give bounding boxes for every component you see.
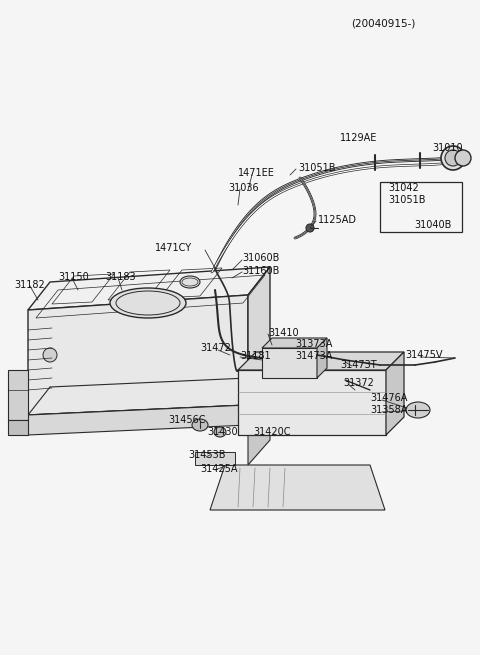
Polygon shape <box>210 465 385 510</box>
Text: 31425A: 31425A <box>200 464 238 474</box>
Polygon shape <box>248 267 270 405</box>
Ellipse shape <box>445 150 461 166</box>
Text: 1129AE: 1129AE <box>340 133 377 143</box>
Ellipse shape <box>192 419 208 431</box>
Polygon shape <box>28 267 270 310</box>
Text: 31042: 31042 <box>388 183 419 193</box>
Polygon shape <box>8 420 28 435</box>
Polygon shape <box>248 377 270 425</box>
Text: 31182: 31182 <box>14 280 45 290</box>
Text: 31160B: 31160B <box>242 266 279 276</box>
Text: 31010: 31010 <box>432 143 463 153</box>
Text: 31453B: 31453B <box>188 450 226 460</box>
Polygon shape <box>386 352 404 435</box>
Text: 31040B: 31040B <box>414 220 451 230</box>
Ellipse shape <box>180 276 200 288</box>
Ellipse shape <box>306 224 314 232</box>
Text: 31410: 31410 <box>268 328 299 338</box>
Polygon shape <box>317 338 327 378</box>
Text: 1471CY: 1471CY <box>155 243 192 253</box>
Text: 31358A: 31358A <box>370 405 408 415</box>
Polygon shape <box>238 370 386 435</box>
Polygon shape <box>248 377 270 465</box>
Text: 31181: 31181 <box>240 351 271 361</box>
Text: 31473A: 31473A <box>295 351 332 361</box>
Ellipse shape <box>441 146 465 170</box>
Text: 31475V: 31475V <box>405 350 443 360</box>
Text: 31472: 31472 <box>200 343 231 353</box>
Text: 31476A: 31476A <box>370 393 408 403</box>
Ellipse shape <box>43 348 57 362</box>
Ellipse shape <box>455 150 471 166</box>
Polygon shape <box>195 452 235 465</box>
Ellipse shape <box>406 402 430 418</box>
Ellipse shape <box>214 427 226 437</box>
Text: 31036: 31036 <box>228 183 259 193</box>
Ellipse shape <box>110 288 186 318</box>
Text: 1471EE: 1471EE <box>238 168 275 178</box>
Text: 31051B: 31051B <box>388 195 425 205</box>
Polygon shape <box>28 295 248 415</box>
Polygon shape <box>8 370 28 420</box>
Text: 31430: 31430 <box>207 427 238 437</box>
Text: 31420C: 31420C <box>253 427 290 437</box>
Text: 31373A: 31373A <box>295 339 332 349</box>
Polygon shape <box>262 338 327 348</box>
Polygon shape <box>262 348 317 378</box>
Text: 31372: 31372 <box>343 378 374 388</box>
Text: 31051B: 31051B <box>298 163 336 173</box>
Polygon shape <box>238 352 404 370</box>
Text: 31183: 31183 <box>105 272 136 282</box>
Polygon shape <box>28 405 248 435</box>
Text: 31150: 31150 <box>58 272 89 282</box>
Text: 31060B: 31060B <box>242 253 279 263</box>
Text: (20040915-): (20040915-) <box>350 18 415 28</box>
Text: 31473T: 31473T <box>340 360 377 370</box>
Bar <box>380 182 462 232</box>
Text: 31456C: 31456C <box>168 415 205 425</box>
Text: 1125AD: 1125AD <box>318 215 357 225</box>
